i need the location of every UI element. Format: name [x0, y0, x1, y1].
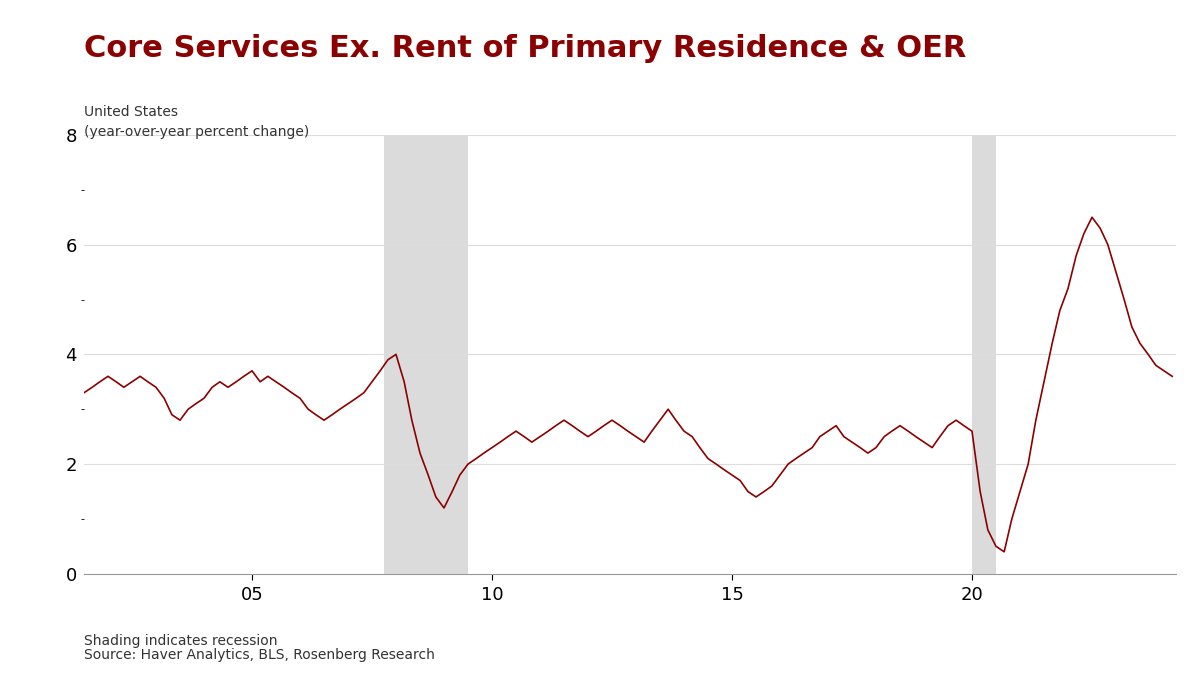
Text: (year-over-year percent change): (year-over-year percent change)	[84, 125, 310, 139]
Text: Source: Haver Analytics, BLS, Rosenberg Research: Source: Haver Analytics, BLS, Rosenberg …	[84, 648, 434, 662]
Bar	[972, 135, 996, 574]
Text: United States: United States	[84, 105, 178, 119]
Text: Core Services Ex. Rent of Primary Residence & OER: Core Services Ex. Rent of Primary Reside…	[84, 34, 966, 63]
Text: Shading indicates recession: Shading indicates recession	[84, 634, 277, 649]
Bar	[384, 135, 468, 574]
